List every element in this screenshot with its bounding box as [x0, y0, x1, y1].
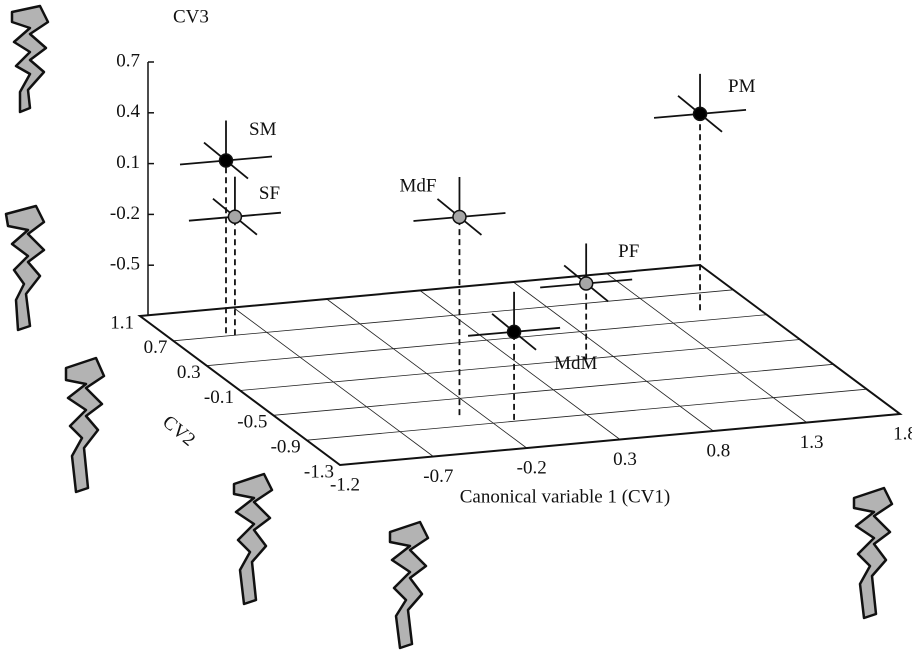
point [227, 209, 243, 224]
grid-line [273, 363, 834, 416]
z-tick-label: -0.2 [110, 203, 140, 224]
y-tick-label: -1.3 [304, 461, 334, 482]
tooth-icon [852, 486, 894, 620]
x-tick-label: 0.8 [706, 440, 730, 461]
x-tick-label: 1.8 [893, 423, 912, 444]
y-tick-label: 1.1 [110, 312, 134, 333]
point-label: MdF [399, 175, 436, 196]
x-tick-label: -1.2 [330, 474, 360, 495]
grid-line [173, 289, 734, 342]
grid-line [206, 314, 767, 367]
x-tick-label: -0.2 [517, 457, 547, 478]
z-tick-label: 0.1 [116, 152, 140, 173]
tooth-icons [4, 4, 894, 650]
grid-line [239, 339, 801, 391]
y-tick-label: 0.7 [144, 337, 168, 358]
y-axis-label: CV2 [158, 412, 199, 451]
point-label: SF [259, 183, 280, 204]
x-tick-label: -0.7 [423, 466, 453, 487]
x-tick-label: 0.3 [613, 449, 637, 470]
point [506, 324, 522, 340]
grid-line [306, 388, 867, 441]
point [218, 153, 234, 168]
tooth-icon [232, 472, 274, 606]
tooth-icon [388, 520, 430, 650]
point-label: PF [618, 241, 639, 262]
floor-outline [137, 263, 903, 467]
y-tick-label: -0.1 [204, 387, 234, 408]
tooth-icon [4, 204, 46, 332]
z-tick-label: -0.5 [110, 254, 140, 275]
tooth-icon [64, 356, 106, 494]
point-label: SM [249, 119, 277, 140]
point [452, 209, 467, 225]
tooth-icon [10, 4, 50, 114]
y-tick-label: -0.5 [237, 412, 267, 433]
point [578, 276, 594, 291]
z-tick-label: 0.7 [116, 50, 140, 71]
point-label: MdM [554, 353, 597, 374]
y-tick-label: -0.9 [271, 437, 301, 458]
y-tick-label: 0.3 [177, 362, 201, 383]
point-label: PM [728, 76, 756, 97]
point [692, 106, 708, 122]
z-tick-label: 0.4 [116, 101, 140, 122]
z-axis-label: CV3 [173, 6, 209, 27]
x-axis-label: Canonical variable 1 (CV1) [460, 486, 671, 507]
x-tick-label: 1.3 [800, 432, 824, 453]
